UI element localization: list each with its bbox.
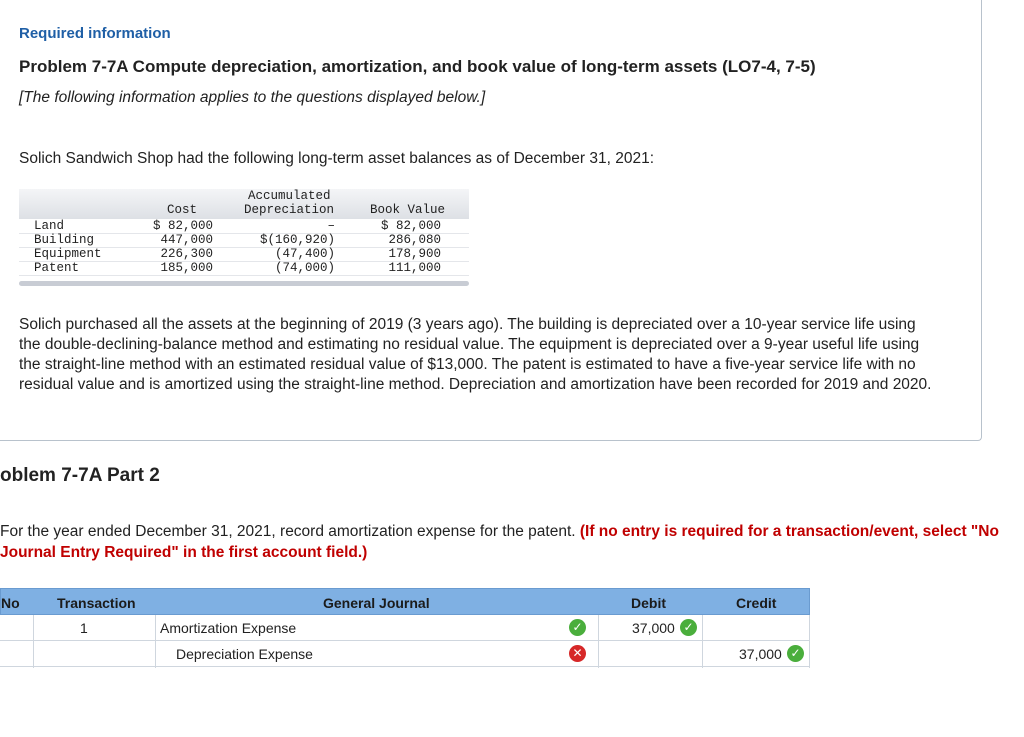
col-header-general-journal: General Journal — [323, 595, 430, 611]
required-information-panel: Required information Problem 7-7A Comput… — [0, 0, 982, 441]
col-header-accumulated: Accumulated — [248, 189, 331, 203]
asset-cost: $ 82,000 — [152, 219, 213, 233]
asset-cost: 185,000 — [160, 261, 213, 275]
problem-subtitle: [The following information applies to th… — [19, 89, 486, 106]
col-header-debit: Debit — [631, 595, 666, 611]
asset-book-value: 178,900 — [388, 247, 441, 261]
general-journal-table: No Transaction General Journal Debit Cre… — [0, 588, 810, 668]
col-header-no: No — [1, 595, 20, 611]
asset-book-value: $ 82,000 — [380, 219, 441, 233]
instruction-warning: (If no entry is required for a transacti… — [0, 523, 999, 561]
part-instructions: For the year ended December 31, 2021, re… — [0, 521, 1010, 563]
account-field[interactable]: Depreciation Expense — [176, 646, 313, 662]
problem-description: Solich purchased all the assets at the b… — [19, 316, 932, 393]
journal-row: 1 Amortization Expense ✓ 37,000 ✓ — [0, 615, 810, 641]
intro-text: Solich Sandwich Shop had the following l… — [19, 150, 655, 167]
col-header-credit: Credit — [736, 595, 777, 611]
asset-name: Patent — [34, 261, 80, 275]
asset-name: Equipment — [34, 247, 102, 261]
asset-name: Building — [34, 233, 95, 247]
asset-cost: 226,300 — [160, 247, 213, 261]
check-circle-icon: ✓ — [680, 619, 697, 636]
debit-field[interactable]: 37,000 — [632, 620, 675, 636]
x-circle-icon: ✕ — [569, 645, 586, 662]
required-information-label: Required information — [19, 25, 171, 42]
journal-row: Depreciation Expense ✕ 37,000 ✓ — [0, 641, 810, 667]
check-circle-icon: ✓ — [787, 645, 804, 662]
part-title: oblem 7-7A Part 2 — [0, 465, 160, 486]
asset-accumulated: (74,000) — [274, 261, 335, 275]
asset-accumulated: (47,400) — [274, 247, 335, 261]
asset-cost: 447,000 — [160, 233, 213, 247]
account-field[interactable]: Amortization Expense — [160, 620, 297, 636]
col-header-cost: Cost — [167, 203, 198, 217]
instruction-text: For the year ended December 31, 2021, re… — [0, 523, 576, 540]
asset-balance-table: Cost Accumulated Depreciation Book Value… — [19, 189, 469, 287]
asset-book-value: 286,080 — [388, 233, 441, 247]
asset-table-header — [19, 189, 469, 219]
credit-field[interactable]: 37,000 — [739, 646, 782, 662]
col-header-book-value: Book Value — [370, 203, 446, 217]
col-header-depreciation: Depreciation — [244, 203, 335, 217]
asset-table-scrollbar[interactable] — [19, 281, 469, 286]
problem-title: Problem 7-7A Compute depreciation, amort… — [19, 57, 816, 76]
transaction-number: 1 — [80, 620, 88, 636]
journal-header-row: No Transaction General Journal Debit Cre… — [0, 588, 810, 615]
asset-accumulated: $(160,920) — [259, 233, 335, 247]
asset-book-value: 111,000 — [388, 261, 441, 275]
asset-accumulated: – — [327, 219, 335, 233]
asset-name: Land — [34, 219, 65, 233]
check-circle-icon: ✓ — [569, 619, 586, 636]
col-header-transaction: Transaction — [57, 595, 136, 611]
